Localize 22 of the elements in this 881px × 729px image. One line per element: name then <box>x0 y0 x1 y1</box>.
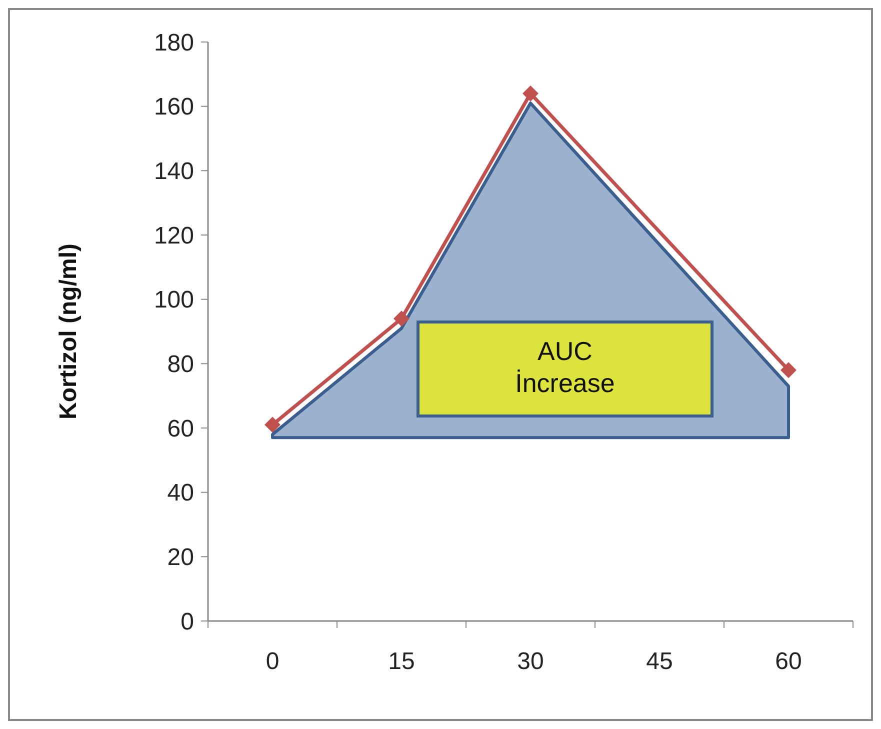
point <box>394 310 410 327</box>
y-tick-label: 140 <box>154 158 194 186</box>
y-tick-label: 120 <box>154 222 194 250</box>
y-tick-label: 180 <box>154 29 194 56</box>
point <box>264 416 280 433</box>
x-tick-label: 0 <box>266 648 280 675</box>
y-axis-title: Kortizol (ng/ml) <box>55 244 82 420</box>
point <box>522 85 538 102</box>
x-tick-label: 30 <box>517 648 544 675</box>
label-box: AUC İncrease <box>416 320 714 418</box>
y-tick-label: 0 <box>180 608 194 636</box>
x-tick-label: 15 <box>388 648 415 675</box>
x-tick-label: 60 <box>775 648 802 675</box>
x-tick-label: 45 <box>646 648 673 675</box>
y-tick-label: 100 <box>154 286 194 314</box>
y-tick-label: 160 <box>154 94 194 121</box>
y-tick-label: 80 <box>167 351 194 378</box>
y-tick-label: 20 <box>167 544 194 572</box>
y-tick-label: 60 <box>167 415 194 442</box>
point <box>780 362 796 378</box>
annotation: AUC İncrease <box>515 336 615 398</box>
y-tick-label: 40 <box>167 480 194 507</box>
